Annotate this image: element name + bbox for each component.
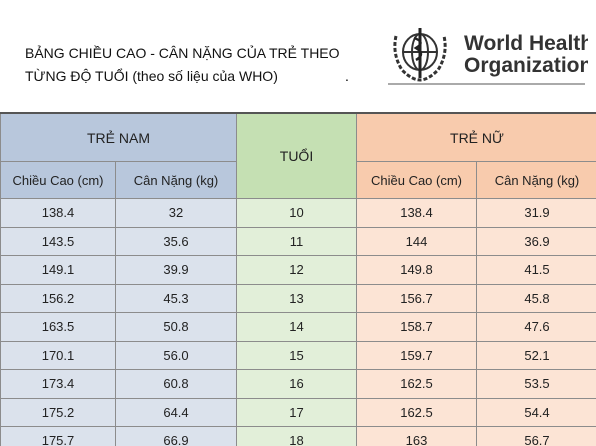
table-cell: 163	[356, 426, 477, 446]
table-cell: 170.1	[0, 340, 116, 370]
logo-text: World Health	[464, 32, 588, 55]
group-header: TRẺ NAM	[0, 112, 237, 162]
table-row: 175.2 64.4 17 162.5 54.4	[0, 397, 596, 427]
table-cell: 53.5	[476, 369, 596, 399]
title-line: TỪNG ĐỘ TUỔI (theo số liệu của WHO)	[25, 68, 278, 84]
group-header: TRẺ NỮ	[356, 112, 596, 162]
table-cell: 56.7	[476, 426, 596, 446]
table-cell: 149.1	[0, 255, 116, 285]
table-row: 175.7 66.9 18 163 56.7	[0, 426, 596, 446]
table-cell: 138.4	[0, 198, 116, 228]
table-cell: 45.3	[115, 283, 237, 313]
table-cell: 175.7	[0, 426, 116, 446]
table-row: Chiều Cao (cm) Cân Nặng (kg) Chiều Cao (cm…	[0, 161, 596, 199]
column-header: Cân Nặng (kg)	[476, 161, 596, 199]
table-cell: 35.6	[115, 226, 237, 256]
table-cell: 45.8	[476, 283, 596, 313]
table-row: TRẺ NAM TUỔI TRẺ NỮ	[0, 112, 596, 199]
table-cell: 162.5	[356, 369, 477, 399]
table-cell: 56.0	[115, 340, 237, 370]
table-row: 149.1 39.9 12 149.8 41.5	[0, 255, 596, 285]
growth-table: TRẺ NAM TUỔI TRẺ NỮ Chiều Cao (cm) Cân Nặng …	[0, 112, 596, 446]
table-cell: 64.4	[115, 397, 237, 427]
table-cell: 138.4	[356, 198, 477, 228]
column-header: Chiều Cao (cm)	[0, 161, 116, 199]
group-header: TUỔI	[236, 112, 357, 199]
table-cell: 173.4	[0, 369, 116, 399]
table-cell: 32	[115, 198, 237, 228]
title-line: BẢNG CHIỀU CAO - CÂN NẶNG CỦA TRẺ THEO	[25, 45, 340, 61]
table-cell: 156.2	[0, 283, 116, 313]
column-header: Chiều Cao (cm)	[356, 161, 477, 199]
table-cell: 60.8	[115, 369, 237, 399]
table-cell: 14	[236, 312, 357, 342]
table-cell: 149.8	[356, 255, 477, 285]
table-row: 163.5 50.8 14 158.7 47.6	[0, 312, 596, 342]
dot: .	[345, 68, 349, 84]
table-cell: 144	[356, 226, 477, 256]
table-cell: 162.5	[356, 397, 477, 427]
table-cell: 10	[236, 198, 357, 228]
table-cell: 54.4	[476, 397, 596, 427]
table-row: 138.4 32 10 138.4 31.9	[0, 198, 596, 228]
table-cell: 143.5	[0, 226, 116, 256]
table-cell: 159.7	[356, 340, 477, 370]
table-cell: 156.7	[356, 283, 477, 313]
table-row: 143.5 35.6 11 144 36.9	[0, 226, 596, 256]
logo-text: Organization	[464, 54, 588, 77]
table-cell: 11	[236, 226, 357, 256]
table-cell: 163.5	[0, 312, 116, 342]
table-cell: 17	[236, 397, 357, 427]
table-cell: 31.9	[476, 198, 596, 228]
table-cell: 18	[236, 426, 357, 446]
table-cell: 15	[236, 340, 357, 370]
table-cell: 158.7	[356, 312, 477, 342]
table-cell: 13	[236, 283, 357, 313]
table-cell: 175.2	[0, 397, 116, 427]
table-cell: 39.9	[115, 255, 237, 285]
table-cell: 36.9	[476, 226, 596, 256]
table-cell: 66.9	[115, 426, 237, 446]
table-row: 173.4 60.8 16 162.5 53.5	[0, 369, 596, 399]
table-cell: 50.8	[115, 312, 237, 342]
table-row: 156.2 45.3 13 156.7 45.8	[0, 283, 596, 313]
table-cell: 41.5	[476, 255, 596, 285]
table-row: 170.1 56.0 15 159.7 52.1	[0, 340, 596, 370]
table-cell: 52.1	[476, 340, 596, 370]
table-cell: 16	[236, 369, 357, 399]
column-header: Cân Nặng (kg)	[115, 161, 237, 199]
table-cell: 12	[236, 255, 357, 285]
who-logo: World Health Organization	[388, 28, 588, 85]
table-cell: 47.6	[476, 312, 596, 342]
